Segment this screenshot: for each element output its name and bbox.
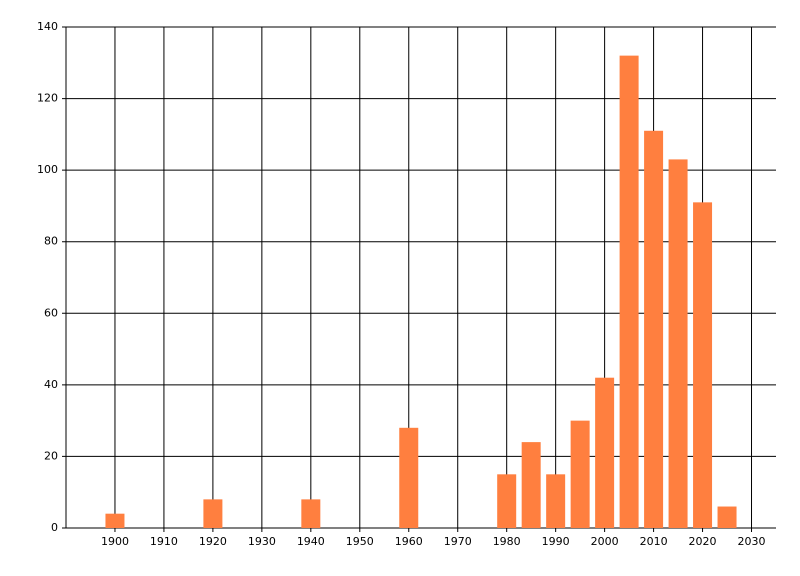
y-tick-label: 60 (44, 306, 58, 319)
x-tick-label: 1900 (101, 535, 129, 548)
x-tick-label: 1970 (444, 535, 472, 548)
x-tick-label: 2030 (738, 535, 766, 548)
bar (301, 499, 321, 528)
bar (619, 55, 639, 528)
x-tick-label: 1990 (542, 535, 570, 548)
x-tick-label: 1910 (150, 535, 178, 548)
bar (668, 159, 688, 528)
x-tick-label: 1940 (297, 535, 325, 548)
y-tick-label: 100 (37, 163, 58, 176)
bar (546, 474, 566, 528)
bar (105, 513, 125, 528)
x-tick-label: 1960 (395, 535, 423, 548)
y-tick-label: 80 (44, 235, 58, 248)
x-tick-label: 1950 (346, 535, 374, 548)
x-tick-label: 2000 (591, 535, 619, 548)
y-tick-label: 0 (51, 521, 58, 534)
bar (521, 442, 541, 528)
x-tick-label: 1980 (493, 535, 521, 548)
bar (693, 202, 713, 528)
bar (399, 427, 419, 528)
y-tick-label: 120 (37, 92, 58, 105)
bar (497, 474, 517, 528)
y-tick-label: 20 (44, 449, 58, 462)
x-tick-label: 2010 (640, 535, 668, 548)
bar (203, 499, 223, 528)
bar (570, 420, 590, 528)
y-tick-label: 140 (37, 20, 58, 33)
bar (717, 506, 737, 528)
x-tick-label: 1930 (248, 535, 276, 548)
x-tick-label: 1920 (199, 535, 227, 548)
bar (595, 377, 615, 528)
bar (644, 130, 664, 528)
y-tick-label: 40 (44, 378, 58, 391)
x-tick-label: 2020 (689, 535, 717, 548)
